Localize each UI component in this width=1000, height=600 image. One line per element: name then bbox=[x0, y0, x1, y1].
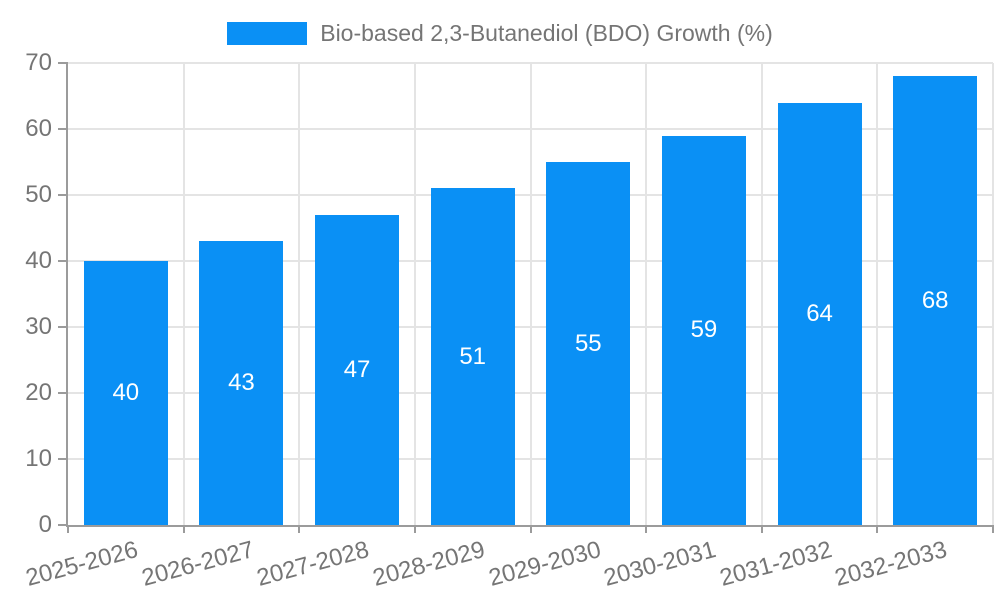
y-tick-mark bbox=[58, 128, 68, 130]
bar bbox=[315, 214, 400, 525]
legend-label: Bio-based 2,3-Butanediol (BDO) Growth (%… bbox=[320, 20, 773, 46]
bar-value-label: 68 bbox=[921, 286, 949, 314]
y-tick-label: 0 bbox=[38, 511, 52, 538]
x-tick-label: 2025-2026 bbox=[22, 536, 141, 592]
y-tick-mark bbox=[58, 458, 68, 460]
bar-value-label: 64 bbox=[806, 299, 833, 327]
y-tick-label: 60 bbox=[25, 115, 52, 142]
y-tick-label: 70 bbox=[25, 49, 52, 76]
bar bbox=[893, 76, 978, 525]
x-tick-label: 2029-2030 bbox=[485, 536, 604, 592]
bar bbox=[430, 188, 515, 525]
legend-swatch bbox=[227, 22, 308, 45]
x-tick-label: 2026-2027 bbox=[138, 536, 257, 592]
y-tick-label: 10 bbox=[25, 445, 52, 472]
x-tick-mark bbox=[182, 525, 185, 533]
bar bbox=[546, 162, 631, 525]
y-tick-mark bbox=[58, 524, 68, 526]
x-tick-label: 2032-2033 bbox=[832, 536, 951, 592]
x-tick-label: 2031-2032 bbox=[716, 536, 835, 592]
y-tick-label: 40 bbox=[25, 247, 52, 274]
x-tick-mark bbox=[413, 525, 416, 533]
x-tick-mark bbox=[529, 525, 532, 533]
x-gridline bbox=[760, 63, 763, 525]
y-axis-line bbox=[66, 63, 68, 527]
bar bbox=[661, 135, 746, 525]
x-tick-mark bbox=[67, 525, 69, 533]
x-tick-label: 2028-2029 bbox=[369, 536, 488, 592]
x-gridline bbox=[529, 63, 532, 525]
y-tick-mark bbox=[58, 392, 68, 394]
y-tick-mark bbox=[58, 260, 68, 262]
bar-value-label: 59 bbox=[690, 316, 718, 344]
y-tick-mark bbox=[58, 194, 68, 196]
x-tick-label: 2030-2031 bbox=[601, 536, 719, 592]
x-gridline bbox=[992, 63, 994, 525]
y-tick-mark bbox=[58, 326, 68, 328]
bar-value-label: 55 bbox=[574, 329, 602, 357]
legend: Bio-based 2,3-Butanediol (BDO) Growth (%… bbox=[0, 20, 1000, 47]
x-tick-mark bbox=[645, 525, 648, 533]
x-gridline bbox=[182, 63, 185, 525]
bar-value-label: 51 bbox=[459, 342, 487, 370]
x-gridline bbox=[645, 63, 648, 525]
x-tick-label: 2027-2028 bbox=[254, 536, 373, 592]
x-tick-mark bbox=[298, 525, 301, 533]
bar-value-label: 47 bbox=[343, 355, 371, 383]
bar-value-label: 40 bbox=[112, 379, 140, 406]
bar bbox=[83, 261, 168, 525]
x-gridline bbox=[413, 63, 416, 525]
y-tick-label: 20 bbox=[25, 379, 52, 406]
x-tick-mark bbox=[760, 525, 763, 533]
bar-value-label: 43 bbox=[228, 369, 255, 397]
y-tick-mark bbox=[58, 62, 68, 64]
bar bbox=[199, 241, 284, 525]
x-tick-mark bbox=[992, 525, 994, 533]
x-axis-line bbox=[66, 525, 993, 527]
bar bbox=[777, 102, 862, 525]
x-gridline bbox=[876, 63, 879, 525]
y-tick-label: 30 bbox=[25, 313, 52, 340]
x-tick-mark bbox=[876, 525, 879, 533]
x-gridline bbox=[298, 63, 301, 525]
y-tick-label: 50 bbox=[25, 181, 52, 208]
